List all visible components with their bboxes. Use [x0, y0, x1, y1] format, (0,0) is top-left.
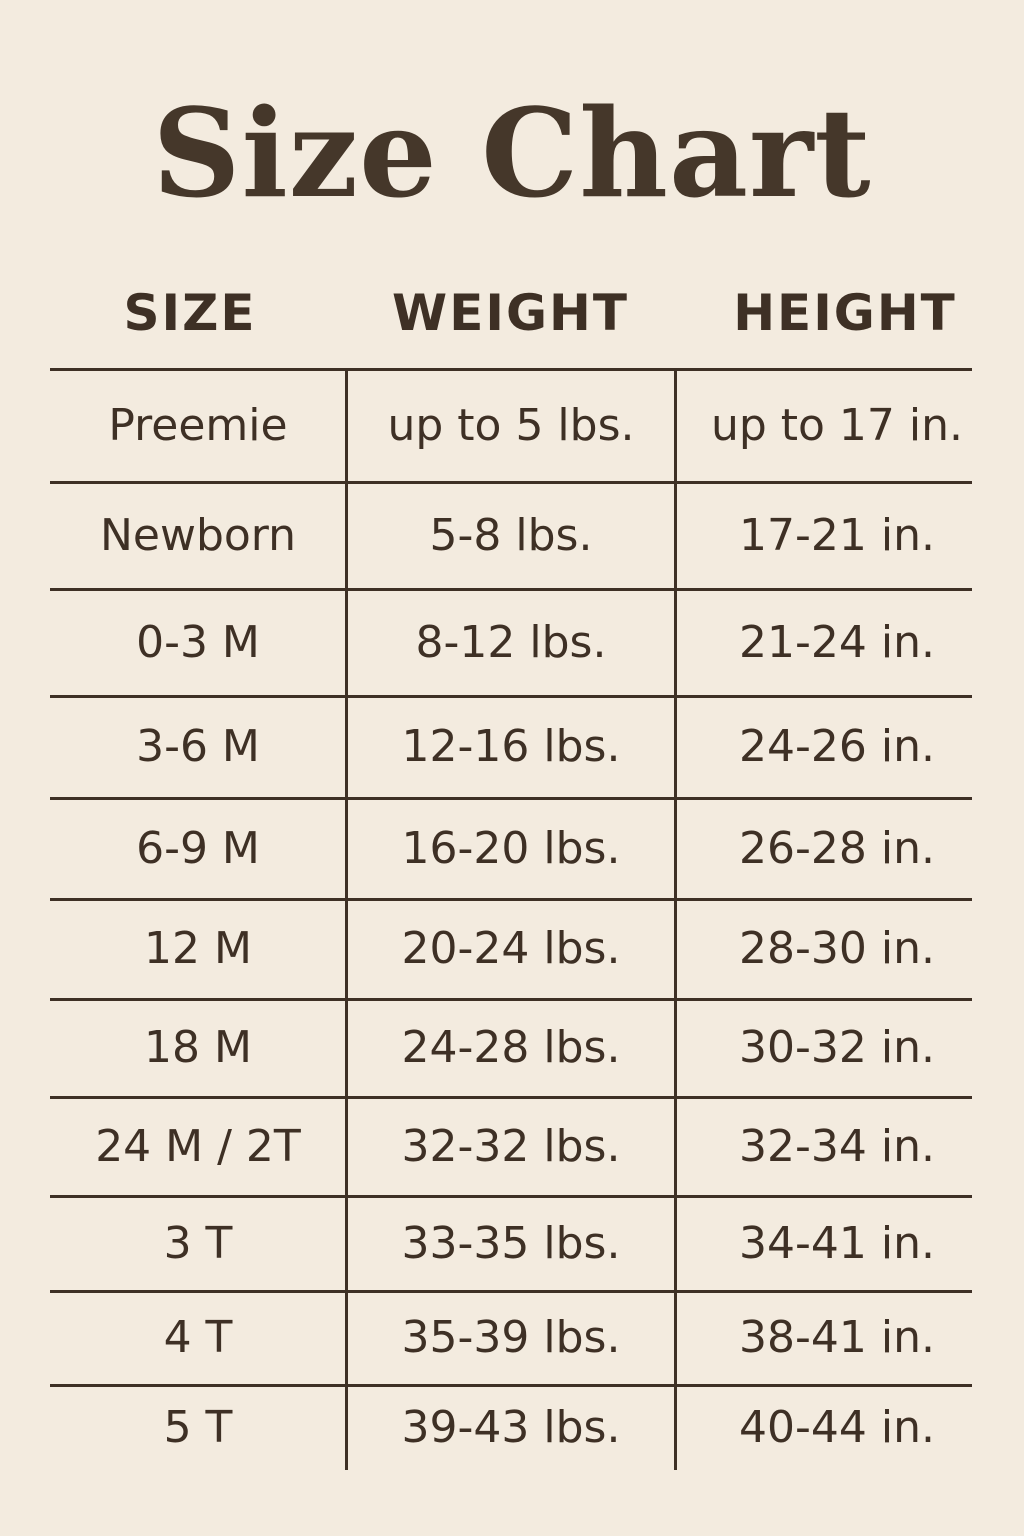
row-divider [50, 1096, 972, 1099]
cell-size: 3 T [163, 1218, 233, 1269]
row-divider [50, 797, 972, 800]
cell-weight: up to 5 lbs. [387, 400, 635, 451]
cell-height: 21-24 in. [739, 617, 935, 668]
cell-weight: 5-8 lbs. [429, 510, 593, 561]
cell-weight: 32-32 lbs. [401, 1121, 621, 1172]
row-divider [50, 481, 972, 484]
cell-weight: 24-28 lbs. [401, 1022, 621, 1073]
cell-height: 40-44 in. [739, 1402, 935, 1453]
cell-weight: 33-35 lbs. [401, 1218, 621, 1269]
cell-size: 12 M [144, 923, 252, 974]
cell-size: 4 T [163, 1312, 233, 1363]
cell-height: 32-34 in. [739, 1121, 935, 1172]
page-title: Size Chart [152, 81, 872, 225]
cell-weight: 20-24 lbs. [401, 923, 621, 974]
cell-size: 5 T [163, 1402, 233, 1453]
column-divider [674, 369, 677, 1470]
row-divider [50, 998, 972, 1001]
row-divider [50, 368, 972, 371]
column-header-weight: WEIGHT [392, 284, 629, 342]
cell-weight: 12-16 lbs. [401, 721, 621, 772]
row-divider [50, 1384, 972, 1387]
column-divider [345, 369, 348, 1470]
cell-size: 0-3 M [136, 617, 260, 668]
row-divider [50, 1290, 972, 1293]
cell-size: Newborn [99, 510, 297, 561]
cell-height: 26-28 in. [739, 823, 935, 874]
row-divider [50, 588, 972, 591]
cell-size: 18 M [144, 1022, 252, 1073]
cell-size: 6-9 M [136, 823, 260, 874]
cell-size: 24 M / 2T [95, 1121, 301, 1172]
cell-height: 30-32 in. [739, 1022, 935, 1073]
cell-weight: 16-20 lbs. [401, 823, 621, 874]
cell-height: 17-21 in. [739, 510, 935, 561]
cell-weight: 39-43 lbs. [401, 1402, 621, 1453]
cell-size: 3-6 M [136, 721, 260, 772]
cell-height: 34-41 in. [739, 1218, 935, 1269]
cell-height: up to 17 in. [710, 400, 964, 451]
cell-height: 28-30 in. [739, 923, 935, 974]
column-header-size: SIZE [123, 284, 257, 342]
cell-height: 24-26 in. [739, 721, 935, 772]
row-divider [50, 898, 972, 901]
row-divider [50, 695, 972, 698]
cell-weight: 8-12 lbs. [415, 617, 607, 668]
column-header-height: HEIGHT [733, 284, 957, 342]
row-divider [50, 1195, 972, 1198]
cell-weight: 35-39 lbs. [401, 1312, 621, 1363]
cell-height: 38-41 in. [739, 1312, 935, 1363]
cell-size: Preemie [108, 400, 288, 451]
